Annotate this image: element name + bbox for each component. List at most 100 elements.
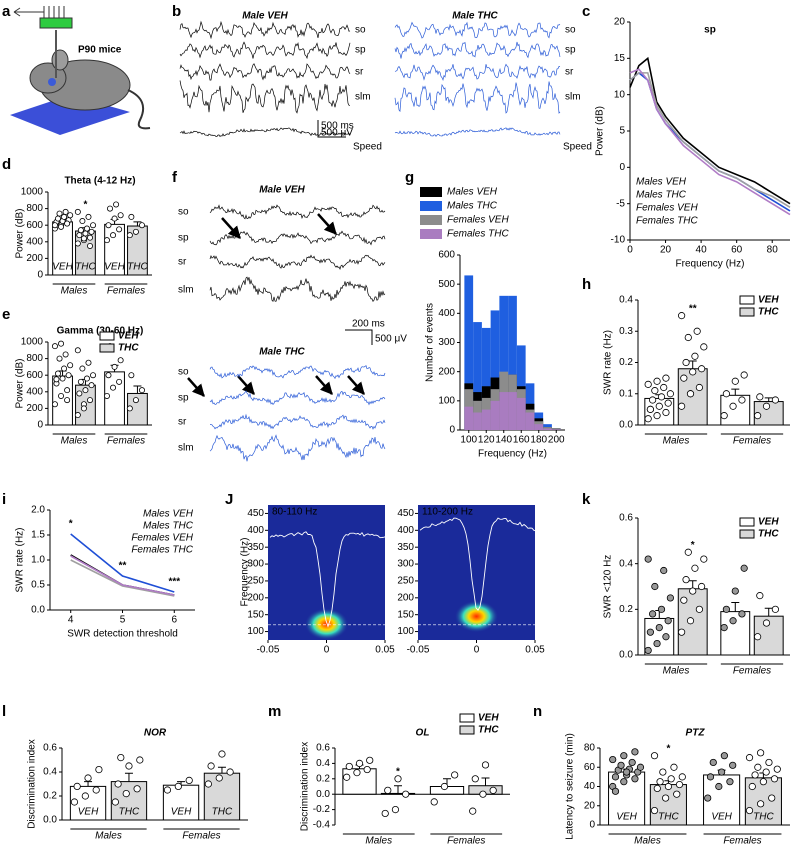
data-point [684,333,692,342]
lfp-trace [394,81,561,114]
data-point [686,390,695,398]
channel-label: sp [178,393,189,404]
data-point [218,750,226,758]
y-tick-label: 100 [397,626,414,637]
channel-label: slm [178,443,194,454]
data-point [103,392,110,399]
y-tick-label: 200 [438,366,455,377]
y-tick-label: 1000 [21,187,44,198]
y-axis-label: Frequency (Hz) [240,538,251,607]
hist-bar [481,409,491,430]
data-point [704,794,712,802]
category-label: VEH [52,262,73,273]
error-bar [124,772,133,782]
y-tick-label: 100 [247,626,264,637]
y-tick-label: 450 [397,508,414,519]
category-label: VEH [78,807,99,818]
data-point [81,792,89,800]
data-point [117,212,124,219]
y-tick-label: 800 [26,203,43,214]
data-point [226,768,234,776]
data-point [655,402,663,410]
legend-label: Males VEH [636,177,687,188]
y-tick-label: 80 [584,743,596,754]
category-label: THC [658,812,679,823]
data-point [51,222,58,229]
data-point [722,390,730,398]
data-point [698,582,706,591]
data-point [55,215,62,222]
lfp-trace [394,21,561,39]
data-point [657,393,666,401]
y-axis-label: Latency to seizure (min) [565,733,576,840]
data-point [79,365,86,372]
error-bar [217,766,226,774]
scale-time: 500 ms [321,121,354,132]
y-tick-label: 400 [438,308,455,319]
series-line [70,559,175,597]
x-tick-label: 80 [767,245,779,256]
legend-swatch [99,331,115,341]
error-bar [84,781,93,787]
legend-label: VEH [758,295,779,306]
hist-bar [490,310,500,430]
data-point [651,387,659,395]
data-point [471,775,479,783]
y-axis-label: Discrimination index [300,742,311,831]
data-point [662,633,670,641]
data-point [653,784,661,793]
hist-bar [525,412,535,430]
data-point [656,778,664,786]
legend-label: Males THC [636,190,687,201]
y-tick-label: 0.5 [31,580,45,591]
series-line [629,72,791,208]
legend-label: Females VEH [131,533,193,544]
speed-trace [179,127,351,138]
data-point [740,564,748,572]
error-bar [133,385,142,394]
data-point [107,205,114,212]
x-tick-label: 180 [530,435,547,446]
data-point [481,761,490,769]
data-point [720,623,728,632]
category-label: THC [212,807,233,818]
y-tick-label: 0.4 [43,767,57,778]
group-label: Males [663,436,690,447]
y-tick-label: 600 [26,220,43,231]
chart-title: OL [416,728,430,739]
legend-label: Females THC [447,229,509,240]
panel-label: i [2,491,6,508]
data-point [204,780,212,788]
hist-bar [473,412,482,430]
power-spot [454,600,499,633]
y-axis-label: SWR rate (Hz) [603,330,614,395]
legend-swatch [459,713,475,723]
data-point [729,402,737,410]
significance: * [396,766,400,777]
y-tick-label: 0.1 [619,388,633,399]
data-point [649,396,657,404]
channel-label: sp [178,233,189,244]
data-point [61,213,68,220]
data-point [394,775,402,783]
y-tick-label: 20 [614,17,626,28]
y-tick-label: 250 [247,576,264,587]
panel-label: a [2,3,11,20]
y-tick-label: 350 [397,542,414,553]
error-bar [688,360,697,369]
category-label: THC [75,262,96,273]
y-tick-label: 0 [37,420,43,431]
panel-label: g [405,169,414,186]
y-tick-label: 1.5 [31,530,45,541]
significance: * [691,540,695,551]
data-point [698,365,706,373]
data-point [74,347,81,354]
speed-label: Speed [563,142,592,153]
y-tick-label: 0.4 [316,758,330,769]
chart-title: Gamma (30-60 Hz) [57,326,144,337]
y-axis-label: Power (dB) [595,106,606,156]
data-point [469,807,477,815]
data-point [678,628,686,636]
data-point [87,397,94,404]
